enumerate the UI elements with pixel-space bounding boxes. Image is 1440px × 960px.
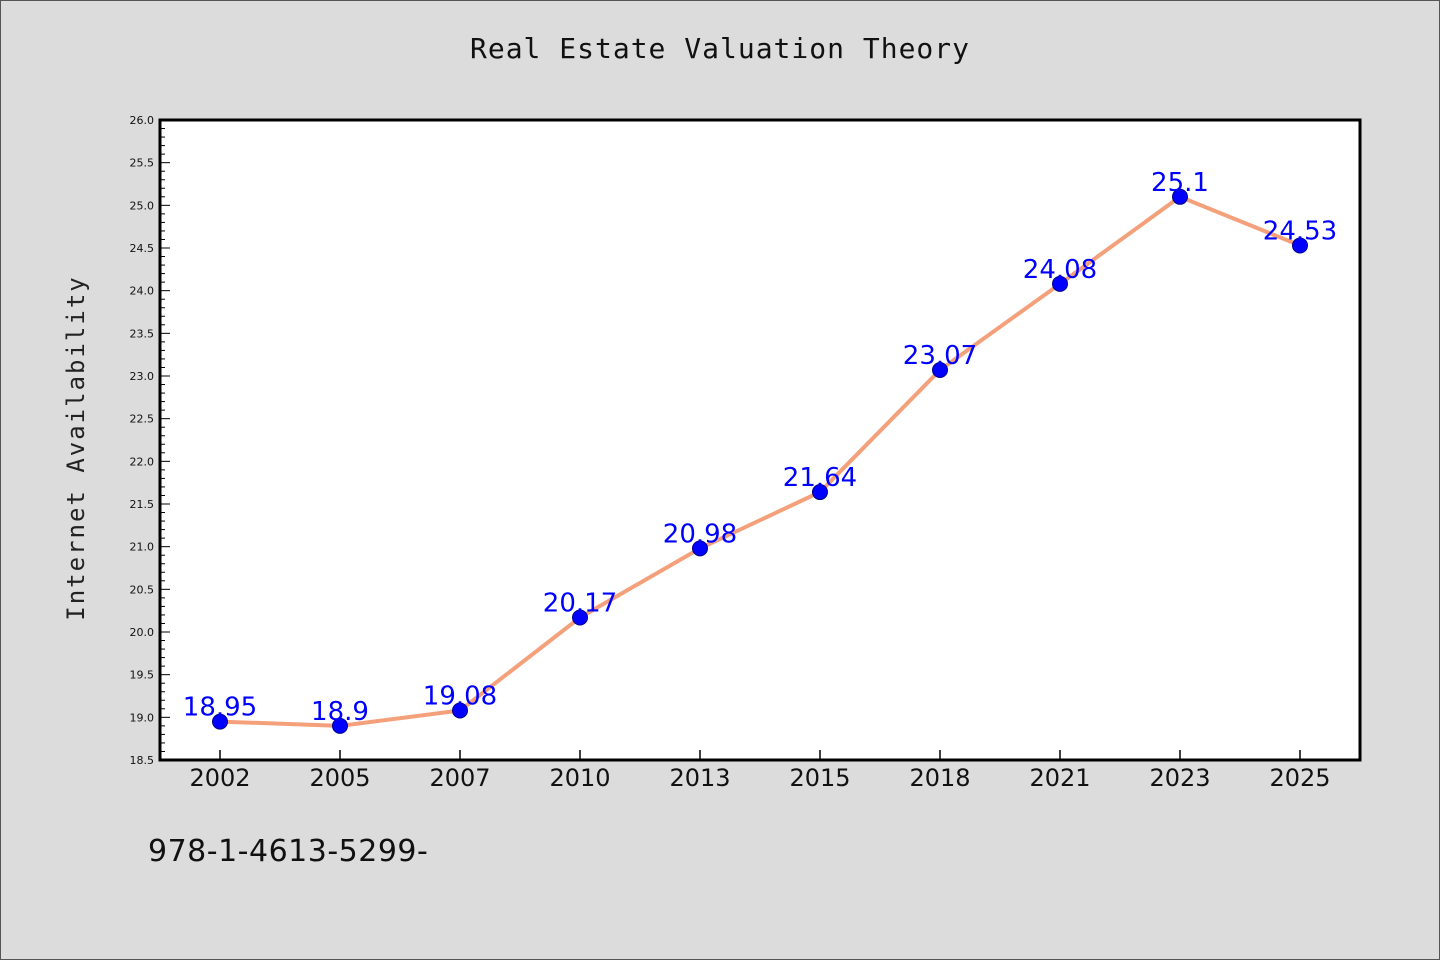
x-tick-label: 2023 bbox=[1149, 764, 1210, 792]
data-point bbox=[212, 713, 228, 730]
data-label: 20.98 bbox=[663, 519, 737, 549]
x-tick-label: 2010 bbox=[549, 764, 610, 792]
y-tick-label: 24.0 bbox=[130, 285, 155, 298]
data-point bbox=[332, 717, 348, 734]
y-tick-label: 24.5 bbox=[130, 242, 155, 255]
data-label: 25.1 bbox=[1151, 168, 1209, 198]
data-label: 24.53 bbox=[1263, 216, 1337, 246]
x-tick-label: 2013 bbox=[669, 764, 730, 792]
data-point bbox=[932, 362, 948, 379]
y-tick-label: 19.0 bbox=[130, 711, 155, 724]
x-tick-label: 2005 bbox=[309, 764, 370, 792]
x-tick-label: 2015 bbox=[789, 764, 850, 792]
y-tick-label: 25.5 bbox=[130, 157, 155, 170]
y-tick-label: 26.0 bbox=[130, 114, 155, 127]
y-tick-label: 25.0 bbox=[130, 199, 155, 212]
x-tick-label: 2018 bbox=[909, 764, 970, 792]
x-tick-label: 2025 bbox=[1269, 764, 1330, 792]
data-label: 18.95 bbox=[183, 693, 257, 723]
data-point bbox=[572, 609, 588, 626]
x-tick-label: 2007 bbox=[429, 764, 490, 792]
y-tick-label: 19.5 bbox=[130, 669, 155, 682]
data-point bbox=[692, 540, 708, 557]
y-tick-label: 21.5 bbox=[130, 498, 155, 511]
y-tick-label: 18.5 bbox=[130, 754, 155, 767]
data-label: 23.07 bbox=[903, 341, 977, 371]
data-point bbox=[452, 702, 468, 719]
data-label: 21.64 bbox=[783, 463, 857, 493]
data-label: 24.08 bbox=[1023, 255, 1097, 285]
data-label: 20.17 bbox=[543, 588, 617, 618]
data-point bbox=[1292, 237, 1308, 254]
data-point bbox=[1172, 188, 1188, 205]
x-tick-label: 2021 bbox=[1029, 764, 1090, 792]
chart-title: Real Estate Valuation Theory bbox=[469, 32, 970, 65]
data-point bbox=[1052, 275, 1068, 292]
x-tick-label: 2002 bbox=[189, 764, 250, 792]
y-tick-label: 23.5 bbox=[130, 327, 155, 340]
data-label: 18.9 bbox=[311, 697, 369, 727]
y-tick-label: 23.0 bbox=[130, 370, 155, 383]
series-line bbox=[219, 194, 1301, 728]
footer-text: 978-1-4613-5299- bbox=[148, 834, 429, 869]
data-label: 19.08 bbox=[423, 682, 497, 712]
plot-area bbox=[158, 118, 1362, 762]
y-tick-label: 21.0 bbox=[130, 541, 155, 554]
y-tick-label: 22.0 bbox=[130, 455, 155, 468]
data-point bbox=[812, 484, 828, 501]
y-tick-label: 22.5 bbox=[130, 413, 155, 426]
y-tick-label: 20.5 bbox=[130, 583, 155, 596]
y-tick-label: 20.0 bbox=[130, 626, 155, 639]
